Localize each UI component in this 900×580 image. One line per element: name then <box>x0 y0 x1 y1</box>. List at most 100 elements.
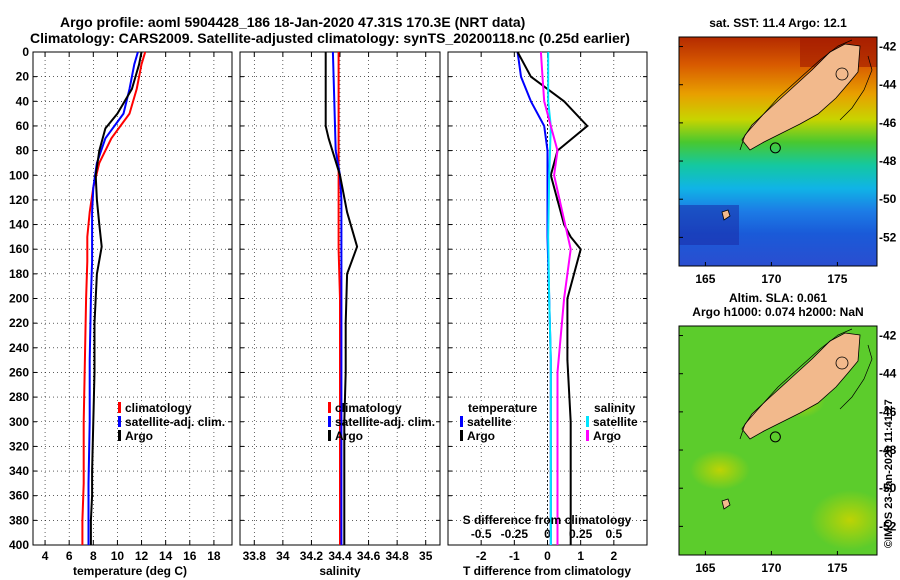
s-diff-tick-label: -0.5 <box>471 527 492 541</box>
depth-tick-label: 40 <box>16 94 30 108</box>
sla-map-frame <box>678 325 878 556</box>
x-tick-label: 12 <box>135 549 149 563</box>
figure-title-line1: Argo profile: aoml 5904428_186 18-Jan-20… <box>60 14 525 30</box>
bathymetry-contour <box>739 39 873 151</box>
lat-tick-label: -52 <box>879 230 897 244</box>
lat-tick-label: -44 <box>879 367 897 381</box>
depth-tick-label: 20 <box>16 70 30 84</box>
series-line-t-satellite <box>516 51 552 545</box>
lat-tick-label: -46 <box>879 116 897 130</box>
lat-tick-label: -44 <box>879 78 897 92</box>
s-diff-tick-label: 0.25 <box>569 527 593 541</box>
depth-tick-label: 140 <box>9 218 29 232</box>
stewart-island-land <box>721 498 731 510</box>
legend-title-temperature: temperature <box>468 401 538 415</box>
x-tick-label: 14 <box>159 549 173 563</box>
series-line-climatology <box>337 52 341 545</box>
depth-tick-label: 400 <box>9 538 29 552</box>
sla-high-patch <box>690 450 750 490</box>
depth-tick-label: 380 <box>9 513 29 527</box>
x-tick-label: 33.8 <box>243 549 267 563</box>
x-axes: 4 6 8 10 12 14 16 18 33.8 34 34.2 34.4 34.6 34.8 35 -2-… <box>42 52 622 563</box>
depth-tick-label: 200 <box>9 292 29 306</box>
depth-tick-label: 220 <box>9 316 29 330</box>
sst-map-frame <box>678 36 878 267</box>
sla-map <box>679 326 877 555</box>
chatham-rise-contour <box>835 67 849 81</box>
south-island-land <box>741 332 861 440</box>
argo-position-marker <box>769 431 781 443</box>
sla-map-subtitle: Argo h1000: 0.074 h2000: NaN <box>692 305 863 319</box>
depth-tick-label: 260 <box>9 365 29 379</box>
lon-tick-label: 175 <box>827 272 847 286</box>
x-tick-label: 2 <box>610 549 617 563</box>
legend-swatch-climatology <box>118 402 121 413</box>
legend-label-s-argo: Argo <box>593 429 621 443</box>
series-line-argo <box>324 52 359 545</box>
x-tick-label: -2 <box>476 549 487 563</box>
lat-tick-label: -52 <box>879 519 897 533</box>
temperature-panel-frame <box>32 51 233 546</box>
series-line-s-argo <box>539 51 572 545</box>
temperature-legend: climatology satellite-adj. clim. Argo <box>118 401 225 443</box>
south-island-land <box>741 43 861 151</box>
temperature-xlabel: temperature (deg C) <box>73 564 187 578</box>
legend-swatch-argo <box>328 430 331 441</box>
s-diff-tick-label: 0 <box>544 527 551 541</box>
x-tick-label: 4 <box>42 549 49 563</box>
series-line-satellite-adj-clim- <box>331 51 343 545</box>
sla-map-axes: 165 170 175 -42 -44 -46 -48 -50 -52 <box>679 329 897 575</box>
legend-label-satellite: satellite-adj. clim. <box>335 415 435 429</box>
lat-tick-label: -42 <box>879 40 897 54</box>
series-line-s-satellite <box>547 52 552 545</box>
depth-tick-label: 300 <box>9 415 29 429</box>
legend-swatch-satellite <box>118 416 121 427</box>
series-layer <box>81 51 589 545</box>
depth-tick-label: 320 <box>9 439 29 453</box>
s-diff-tick-label: -0.25 <box>501 527 529 541</box>
legend-swatch-satellite <box>328 416 331 427</box>
x-tick-label: 10 <box>111 549 125 563</box>
lon-tick-label: 170 <box>761 561 781 575</box>
bathymetry-contour <box>739 328 873 440</box>
sst-map <box>679 37 877 266</box>
figure-title-line2: Climatology: CARS2009. Satellite-adjuste… <box>30 30 630 46</box>
depth-tick-label: 120 <box>9 193 29 207</box>
sst-map-title: sat. SST: 11.4 Argo: 12.1 <box>709 16 847 30</box>
salinity-legend: climatology satellite-adj. clim. Argo <box>328 401 435 443</box>
lat-tick-label: -50 <box>879 481 897 495</box>
sst-map-axes: 165 170 175 -42 -44 -46 -48 -50 -52 <box>679 40 897 286</box>
lat-tick-label: -48 <box>879 154 897 168</box>
legend-label-climatology: climatology <box>125 401 192 415</box>
s-difference-label: S difference from climatology <box>463 513 632 527</box>
x-tick-label: 16 <box>183 549 197 563</box>
legend-label-argo: Argo <box>335 429 363 443</box>
difference-xlabel: T difference from climatology <box>463 564 631 578</box>
sla-high-patch <box>810 490 877 550</box>
x-tick-label: 34.8 <box>385 549 409 563</box>
depth-tick-label: 0 <box>22 45 29 59</box>
x-tick-label: 34.4 <box>328 549 352 563</box>
lon-tick-label: 175 <box>827 561 847 575</box>
series-line-climatology <box>81 51 147 545</box>
legend-label-satellite: satellite-adj. clim. <box>125 415 225 429</box>
depth-tick-label: 180 <box>9 267 29 281</box>
legend-label-t-argo: Argo <box>467 429 495 443</box>
lat-tick-label: -46 <box>879 405 897 419</box>
series-line-argo <box>89 51 143 545</box>
depth-tick-label: 160 <box>9 242 29 256</box>
x-tick-label: 34 <box>276 549 290 563</box>
legend-label-t-satellite: satellite <box>467 415 512 429</box>
depth-tick-label: 240 <box>9 341 29 355</box>
chatham-rise-contour <box>835 356 849 370</box>
x-tick-label: -1 <box>509 549 520 563</box>
depth-tick-label: 360 <box>9 489 29 503</box>
x-tick-label: 35 <box>419 549 433 563</box>
x-tick-label: 8 <box>90 549 97 563</box>
depth-tick-label: 280 <box>9 390 29 404</box>
legend-swatch-climatology <box>328 402 331 413</box>
difference-legend: temperature satellite Argo salinity sate… <box>460 401 638 443</box>
x-tick-label: 34.2 <box>300 549 324 563</box>
depth-tick-label: 100 <box>9 168 29 182</box>
